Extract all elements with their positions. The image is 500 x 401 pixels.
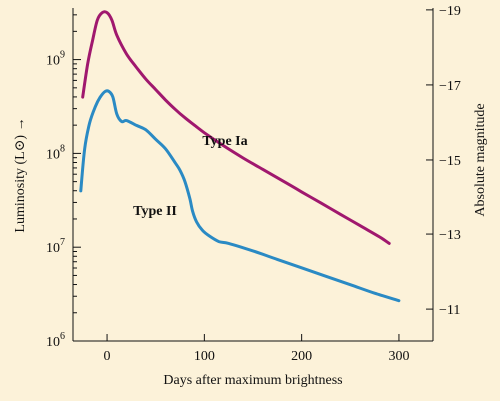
- y2-tick-label: −13: [439, 228, 461, 243]
- y2-tick-label: −17: [439, 79, 461, 94]
- series-line-type-ii: [79, 89, 401, 303]
- y-tick-label: 108: [46, 143, 65, 162]
- y-tick-base: 10: [46, 335, 60, 350]
- y2-tick-label: −15: [439, 154, 461, 169]
- y-axis-title: Luminosity (L⊙) →: [13, 117, 28, 232]
- y-tick-label: 106: [46, 331, 65, 350]
- series-label-type-ii: Type II: [133, 204, 177, 219]
- y-tick-exponent: 8: [60, 143, 65, 154]
- y2-axis-title: Absolute magnitude: [473, 103, 488, 216]
- y-tick-label: 109: [46, 50, 65, 69]
- x-tick-label: 300: [388, 349, 409, 364]
- y2-tick-label: −19: [439, 4, 461, 19]
- y-tick-base: 10: [46, 147, 60, 162]
- y-tick-exponent: 9: [60, 50, 65, 61]
- series-line-type-ia: [81, 10, 391, 245]
- y-tick-exponent: 6: [60, 331, 65, 342]
- y-tick-exponent: 7: [60, 237, 65, 248]
- x-tick-label: 200: [291, 349, 312, 364]
- series-layer: [79, 10, 401, 303]
- y2-tick-label: −11: [439, 303, 460, 318]
- x-tick-label: 100: [194, 349, 215, 364]
- x-tick-label: 0: [104, 349, 111, 364]
- series-label-type-ia: Type Ia: [202, 134, 247, 149]
- y-tick-base: 10: [46, 54, 60, 69]
- x-axis-title: Days after maximum brightness: [163, 373, 342, 388]
- y-tick-label: 107: [46, 237, 65, 256]
- y-tick-base: 10: [46, 241, 60, 256]
